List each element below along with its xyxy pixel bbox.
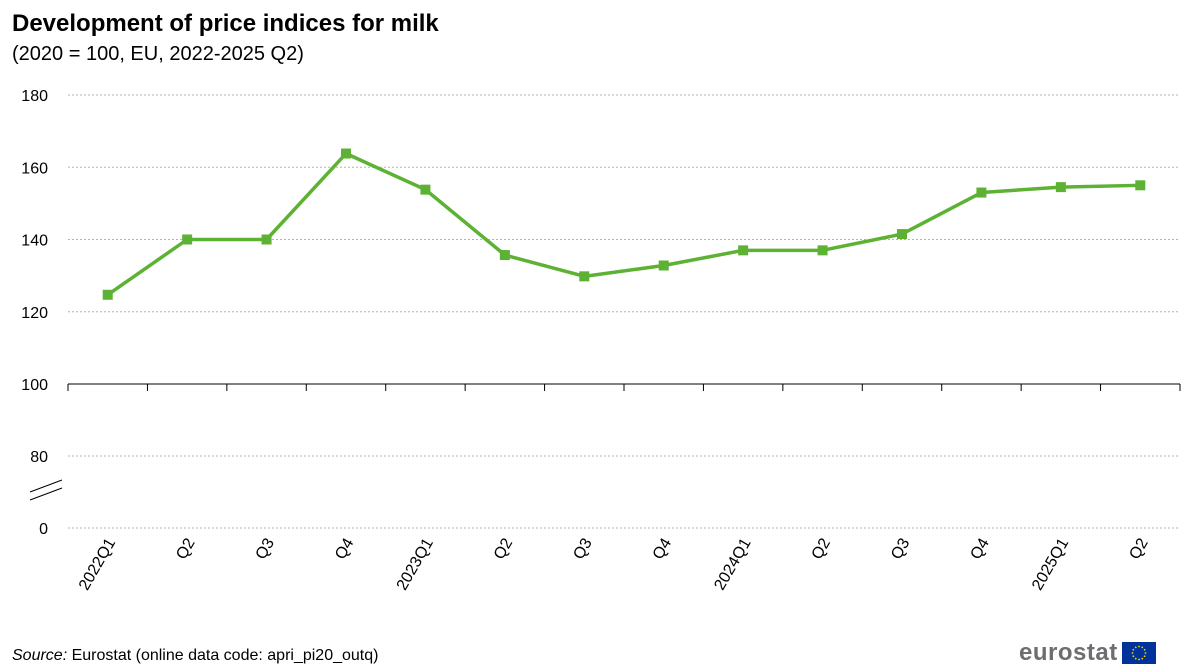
axes <box>29 383 1181 501</box>
series <box>102 148 1146 300</box>
y-tick-label: 120 <box>21 305 48 322</box>
series-line <box>106 151 1141 297</box>
data-point <box>102 289 113 300</box>
y-tick-label: 160 <box>21 160 48 177</box>
gridlines <box>68 94 1180 529</box>
y-tick-label: 0 <box>39 521 48 538</box>
data-point <box>420 184 431 195</box>
x-tick-label: Q2 <box>173 535 198 562</box>
data-point <box>897 229 907 240</box>
chart-title: Development of price indices for milk <box>12 10 439 37</box>
y-tick-label: 140 <box>21 233 48 250</box>
x-tick-label: Q3 <box>570 535 595 562</box>
x-tick-label: Q3 <box>888 535 913 562</box>
y-tick-label: 180 <box>21 88 48 105</box>
source-lead: Source: <box>12 647 68 664</box>
x-tick-label: 2025Q1 <box>1029 535 1072 593</box>
data-point <box>658 260 669 271</box>
chart-subtitle: (2020 = 100, EU, 2022-2025 Q2) <box>12 43 304 65</box>
x-tick-label: Q4 <box>332 535 357 562</box>
x-tick-label: 2023Q1 <box>394 535 437 593</box>
y-tick-labels: 0 80 100 120 140 160 180 <box>21 88 48 538</box>
data-point <box>738 245 749 256</box>
source-note: Source: Eurostat (online data code: apri… <box>12 645 378 667</box>
data-point <box>579 271 590 282</box>
y-tick-label: 100 <box>21 377 48 394</box>
source-text: Eurostat (online data code: apri_pi20_ou… <box>67 647 379 664</box>
axis-break-mark <box>29 487 63 501</box>
x-tick-label: Q3 <box>253 535 278 562</box>
axis-break-mark <box>29 479 63 493</box>
x-tick-label: Q2 <box>809 535 834 562</box>
data-point <box>182 234 193 245</box>
data-point <box>817 245 828 256</box>
x-tick-label: Q2 <box>1126 535 1151 562</box>
data-point <box>976 187 987 198</box>
eu-flag-icon <box>1121 642 1156 664</box>
x-tick-label: Q4 <box>967 535 992 562</box>
data-point <box>1135 180 1146 191</box>
y-tick-label: 80 <box>30 449 48 466</box>
x-tick-label: Q2 <box>491 535 516 562</box>
data-point <box>1055 182 1066 193</box>
data-point <box>341 148 351 159</box>
data-point <box>261 234 272 245</box>
logo-text: eurostat <box>1019 639 1118 666</box>
x-tick-label: 2022Q1 <box>76 535 119 593</box>
eurostat-logo: eurostat <box>1019 640 1156 666</box>
x-tick-label: 2024Q1 <box>711 535 754 593</box>
x-tick-labels: 2022Q1 Q2 Q3 Q4 2023Q1 Q2 Q3 Q4 2024Q1 Q2 Q3 Q4 2025… <box>76 535 1152 593</box>
x-tick-label: Q4 <box>650 535 675 562</box>
data-point <box>499 250 510 261</box>
